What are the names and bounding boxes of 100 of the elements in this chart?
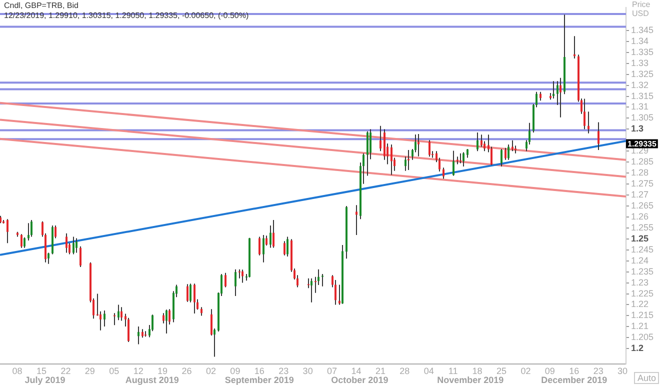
candlestick — [338, 284, 340, 306]
x2-tick-label: October 2019 — [331, 374, 388, 385]
x-tick-label: 21 — [375, 366, 386, 376]
candlestick — [500, 148, 502, 167]
y-tick-label: 1.26 — [631, 211, 649, 222]
y-tick-label: 1.24 — [631, 255, 649, 266]
candlestick — [270, 225, 272, 248]
candlestick — [118, 304, 120, 321]
y-tick-label: 1.265 — [631, 200, 654, 210]
x-tick-label: 12 — [133, 366, 144, 376]
candlestick — [504, 147, 506, 160]
y-tick-label: 1.27 — [631, 190, 649, 200]
y-tick-label: 1.255 — [631, 222, 654, 232]
x-tick-label: 16 — [254, 366, 264, 376]
candlestick — [242, 269, 244, 284]
x2-tick-label: July 2019 — [24, 374, 66, 385]
candlestick — [476, 132, 478, 152]
y-tick-label: 1.32 — [631, 80, 649, 90]
candlestick — [380, 125, 382, 152]
x-tick-label: 25 — [496, 366, 506, 376]
y-tick-label: 1.34 — [631, 36, 649, 46]
candlestick — [266, 235, 268, 246]
candlestick — [418, 134, 420, 157]
y-tick-label: 1.305 — [631, 112, 654, 123]
y-tick-label: 1.3 — [631, 124, 644, 134]
x-tick-label: 15 — [36, 366, 47, 376]
candlestick — [234, 268, 236, 296]
x-tick-label: 18 — [472, 366, 482, 376]
candlestick — [272, 220, 274, 248]
x-tick-label: 09 — [230, 366, 240, 376]
candlestick — [190, 283, 192, 303]
x-tick-label: 16 — [569, 366, 580, 376]
y-tick-label: 1.205 — [631, 332, 654, 342]
candlestick — [512, 140, 514, 152]
x-tick-label: 14 — [351, 366, 362, 376]
x-tick-label: 30 — [302, 366, 313, 376]
candlestick — [6, 218, 8, 244]
candlestick — [28, 222, 30, 241]
x-tick-label: 26 — [182, 366, 192, 376]
x-tick-label: 09 — [544, 366, 555, 376]
y-tick-label: 1.25 — [631, 233, 649, 244]
candlestick — [30, 220, 32, 238]
candlestick — [356, 204, 358, 236]
candlestick — [408, 150, 410, 171]
candlestick — [258, 236, 260, 256]
candlestick — [20, 234, 22, 248]
candlestick — [460, 152, 462, 164]
x-tick-label: 02 — [520, 366, 531, 376]
candlestick — [508, 144, 510, 160]
y-tick-label: 1.285 — [631, 156, 654, 167]
y-tick-label: 1.235 — [631, 266, 654, 276]
y-tick-label: 1.315 — [631, 90, 654, 101]
y-tick-label: 1.31 — [631, 102, 649, 112]
y-tick-label: 1.33 — [631, 58, 649, 68]
x-tick-label: 22 — [60, 366, 71, 376]
x-tick-label: 08 — [12, 366, 22, 376]
text: 1.29335 — [628, 139, 657, 148]
candlestick — [310, 278, 312, 303]
candlestick — [462, 152, 464, 167]
candlestick — [584, 98, 586, 130]
candlestick — [194, 283, 196, 314]
x2-tick-label: December 2019 — [541, 374, 608, 385]
candlestick — [128, 317, 130, 343]
x2-tick-label: September 2019 — [224, 374, 294, 385]
candlestick — [76, 238, 78, 254]
y-tick-label: 1.215 — [631, 310, 654, 320]
y-tick-label: 1.225 — [631, 288, 654, 298]
candlestick — [186, 284, 188, 302]
x-tick-label: 19 — [158, 366, 168, 376]
candlestick — [322, 274, 324, 287]
x-tick-label: 28 — [400, 366, 410, 376]
candlestick — [452, 150, 454, 176]
candlestick — [224, 272, 226, 288]
candlestick — [286, 236, 288, 257]
x-tick-label: 23 — [593, 366, 604, 376]
x2-tick-label: November 2019 — [437, 374, 504, 385]
x-tick-label: 02 — [206, 366, 216, 376]
y-tick-label: 1.275 — [631, 178, 654, 189]
candlestick — [370, 128, 372, 160]
y-tick-label: 1.335 — [631, 46, 654, 57]
x-tick-label: 30 — [618, 366, 628, 376]
x-tick-label: 11 — [448, 366, 458, 376]
candlestick — [480, 134, 482, 148]
y-tick-label: 1.245 — [631, 244, 654, 254]
candlestick — [96, 293, 98, 316]
y-tick-label: 1.21 — [631, 321, 649, 332]
candlestick — [428, 140, 430, 158]
candlestick — [24, 236, 26, 248]
y-tick-label: 1.345 — [631, 24, 654, 35]
candlestick — [214, 328, 216, 358]
candlestick — [308, 278, 310, 289]
candlestick — [48, 252, 50, 264]
candlestick — [104, 310, 106, 327]
candlestick — [384, 128, 386, 160]
candlestick — [138, 326, 140, 345]
candlestick — [162, 312, 164, 324]
text: Auto — [634, 372, 659, 384]
y-axis-title: Price USD — [632, 0, 652, 18]
candlestick — [598, 122, 600, 151]
candlestick — [366, 130, 368, 176]
